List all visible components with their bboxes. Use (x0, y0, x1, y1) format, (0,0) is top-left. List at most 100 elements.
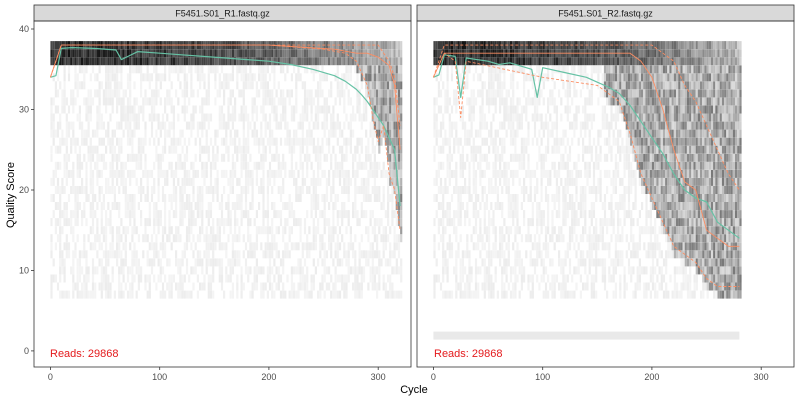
heatmap-cell (397, 234, 401, 243)
heatmap-cell (636, 153, 639, 162)
heatmap-cell (251, 202, 254, 210)
heatmap-cell (328, 226, 331, 235)
heatmap-cell (96, 153, 99, 162)
heatmap-cell (523, 137, 526, 146)
heatmap-cell (446, 186, 449, 194)
heatmap-cell (356, 145, 359, 154)
heatmap-cell (393, 290, 396, 299)
heatmap-cell (59, 161, 62, 170)
heatmap-cell (586, 177, 589, 186)
heatmap-cell (617, 210, 620, 219)
heatmap-cell (373, 169, 376, 178)
heatmap-cell (464, 250, 467, 259)
heatmap-cell (538, 234, 541, 243)
heatmap-cell (376, 234, 379, 243)
heatmap-cell (175, 65, 178, 74)
heatmap-cell (175, 57, 178, 66)
heatmap-cell (384, 49, 387, 58)
heatmap-cell (553, 242, 556, 251)
heatmap-cell (387, 81, 390, 90)
heatmap-cell (341, 41, 344, 50)
heatmap-cell (527, 218, 530, 227)
heatmap-cell (349, 73, 352, 82)
heatmap-cell (376, 282, 379, 291)
heatmap-cell (356, 290, 359, 299)
heatmap-cell (201, 266, 204, 275)
heatmap-cell (571, 121, 574, 130)
heatmap-cell (56, 121, 60, 130)
heatmap-cell (330, 89, 333, 98)
heatmap-cell (470, 121, 473, 130)
heatmap-cell (378, 49, 381, 58)
heatmap-cell (306, 57, 309, 66)
heatmap-cell (146, 290, 149, 299)
heatmap-cell (360, 282, 363, 291)
heatmap-cell (595, 258, 598, 267)
heatmap-cell (378, 258, 381, 267)
heatmap-cell (109, 290, 112, 299)
heatmap-cell (446, 202, 449, 210)
heatmap-cell (188, 218, 191, 227)
heatmap-cell (630, 97, 633, 106)
heatmap-cell (312, 137, 315, 146)
heatmap-cell (630, 250, 633, 259)
heatmap-cell (533, 89, 537, 98)
heatmap-cell (389, 81, 392, 90)
heatmap-cell (85, 177, 88, 186)
heatmap-cell (352, 49, 355, 58)
heatmap-cell (468, 57, 471, 66)
heatmap-cell (196, 73, 199, 82)
heatmap-cell (109, 145, 112, 154)
heatmap-cell (83, 73, 86, 82)
heatmap-cell (347, 137, 350, 146)
heatmap-cell (558, 57, 561, 66)
heatmap-cell (273, 234, 276, 243)
heatmap-cell (168, 73, 171, 82)
heatmap-cell (603, 210, 607, 219)
heatmap-cell (61, 97, 64, 106)
heatmap-cell (360, 41, 363, 50)
heatmap-cell (131, 250, 134, 259)
heatmap-cell (597, 258, 600, 267)
heatmap-cell (236, 218, 239, 227)
heatmap-cell (582, 210, 585, 219)
heatmap-cell (540, 121, 543, 130)
heatmap-cell (373, 65, 376, 74)
heatmap-cell (531, 218, 534, 227)
heatmap-cell (255, 266, 258, 275)
heatmap-cell (185, 194, 189, 202)
heatmap-cell (54, 105, 57, 114)
heatmap-cell (373, 113, 376, 122)
heatmap-cell (360, 177, 363, 186)
heatmap-cell (483, 81, 486, 90)
heatmap-cell (612, 177, 615, 186)
heatmap-cell (196, 129, 199, 138)
heatmap-cell (310, 194, 313, 202)
heatmap-cell (161, 145, 165, 154)
heatmap-cell (50, 250, 53, 259)
heatmap-cell (597, 242, 600, 251)
heatmap-cell (345, 169, 348, 178)
heatmap-cell (608, 202, 611, 210)
heatmap-cell (334, 73, 337, 82)
heatmap-cell (457, 242, 460, 251)
heatmap-cell (358, 105, 361, 114)
heatmap-cell (116, 97, 119, 106)
heatmap-cell (65, 49, 68, 58)
heatmap-cell (334, 202, 337, 210)
heatmap-cell (249, 218, 252, 227)
heatmap-cell (76, 137, 79, 146)
heatmap-cell (113, 81, 116, 90)
heatmap-cell (540, 137, 543, 146)
heatmap-cell (249, 202, 252, 210)
heatmap-cell (262, 161, 265, 170)
heatmap-cell (555, 177, 558, 186)
heatmap-cell (621, 234, 624, 243)
heatmap-cell (116, 49, 119, 58)
heatmap-cell (448, 210, 451, 219)
heatmap-cell (371, 65, 374, 74)
heatmap-cell (488, 210, 491, 219)
heatmap-cell (494, 266, 497, 275)
heatmap-cell (194, 137, 197, 146)
heatmap-cell (201, 113, 204, 122)
